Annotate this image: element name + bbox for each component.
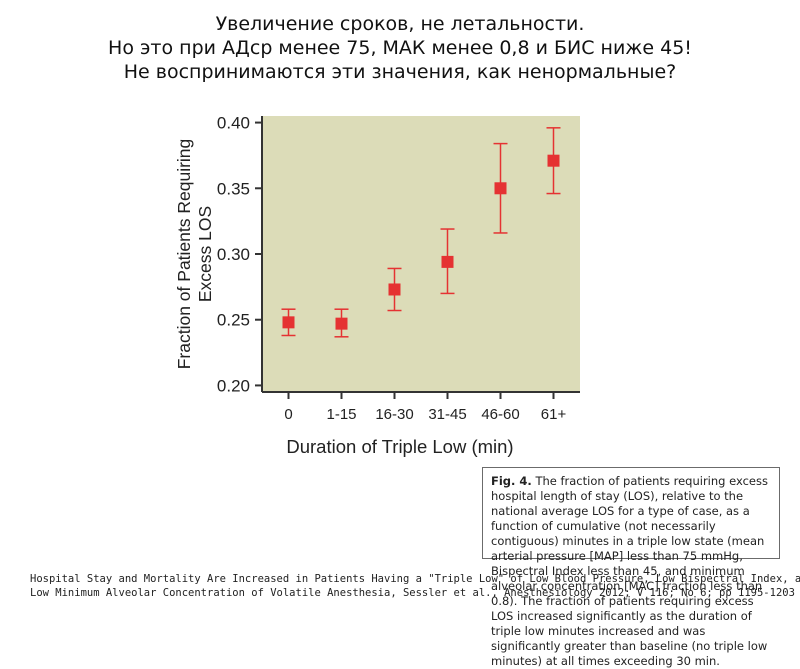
chart: 0.20 0.25 0.30 0.35 0.40 0 1-15 16-30 31-45 46-6… [158,108,598,460]
x-tick-label: 46-60 [481,406,519,423]
y-tick-label: 0.40 [217,114,250,133]
x-axis-label: Duration of Triple Low (min) [286,436,513,457]
title-line-2: Но это при АДср менее 75, МАК менее 0,8 … [0,36,800,60]
y-tick-label: 0.20 [217,376,250,395]
slide-title: Увеличение сроков, не летальности. Но эт… [0,12,800,84]
x-tick-label: 0 [284,406,292,423]
x-tick-label: 61+ [541,406,567,423]
data-point [336,318,348,330]
title-line-1: Увеличение сроков, не летальности. [0,12,800,36]
data-point [442,256,454,268]
y-tick-label: 0.35 [217,179,250,198]
title-line-3: Не воспринимаются эти значения, как нено… [0,60,800,84]
data-point [495,182,507,194]
caption-label: Fig. 4. [491,474,532,488]
y-axis-ticks: 0.20 0.25 0.30 0.35 0.40 [217,114,262,396]
figure-caption: Fig. 4. The fraction of patients requiri… [482,467,780,559]
y-axis-label-line-1: Fraction of Patients Requiring [174,139,194,370]
data-point [548,155,560,167]
plot-background [262,116,580,392]
citation: Hospital Stay and Mortality Are Increase… [30,572,770,600]
y-axis-label: Fraction of Patients Requiring Excess LO… [174,139,215,370]
y-axis-label-line-2: Excess LOS [195,206,215,302]
x-tick-label: 16-30 [375,406,413,423]
citation-line-1: Hospital Stay and Mortality Are Increase… [30,572,770,586]
data-point [389,283,401,295]
y-tick-label: 0.25 [217,311,250,330]
x-axis-ticks: 0 1-15 16-30 31-45 46-60 61+ [284,392,566,423]
x-tick-label: 1-15 [326,406,356,423]
caption-text: The fraction of patients requiring exces… [491,474,768,668]
data-point [283,316,295,328]
y-tick-label: 0.30 [217,245,250,264]
x-tick-label: 31-45 [428,406,466,423]
citation-line-2: Low Minimum Alveolar Concentration of Vo… [30,586,770,600]
